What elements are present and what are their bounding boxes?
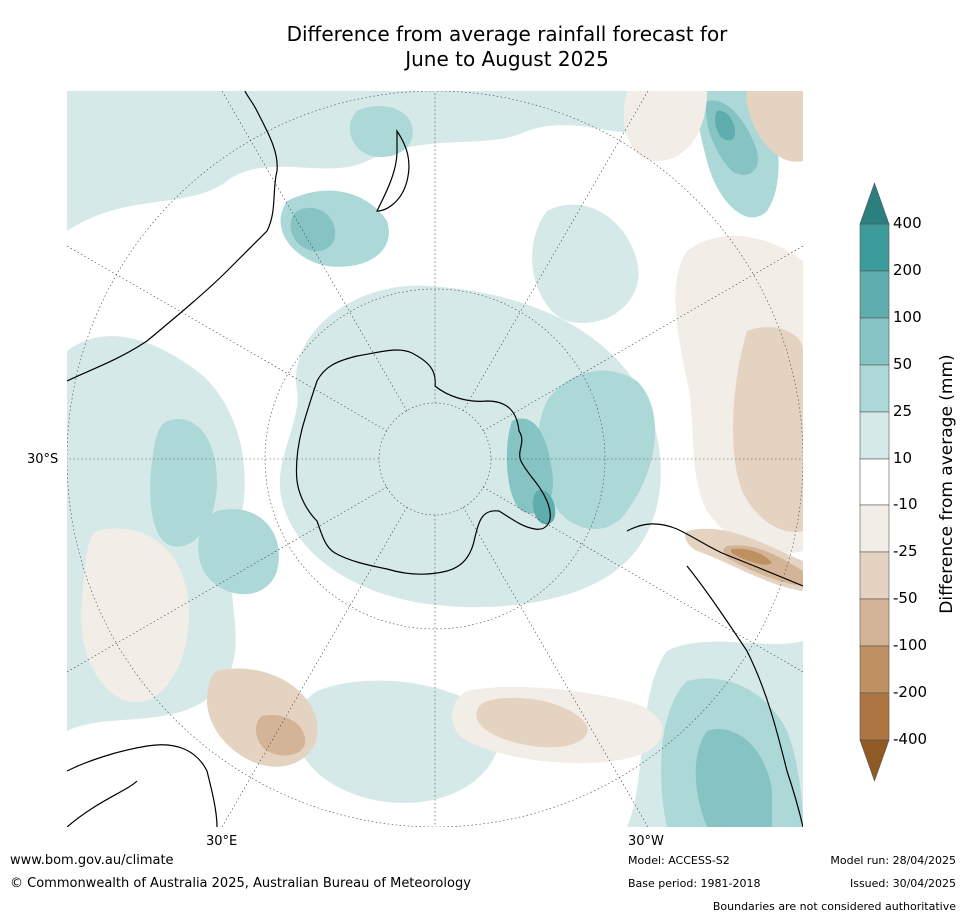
anomaly-region	[476, 697, 588, 748]
footer-disclaimer: Boundaries are not considered authoritat…	[712, 900, 956, 913]
colorbar-tick-label: -100	[893, 636, 928, 654]
anomaly-region	[623, 91, 707, 161]
rainfall-map	[67, 91, 803, 827]
colorbar-band	[859, 598, 890, 647]
colorbar-band	[859, 223, 890, 272]
south-america-outline	[626, 523, 803, 827]
anomaly-region	[198, 509, 279, 595]
anomaly-region	[295, 680, 499, 803]
anomaly-region	[532, 490, 556, 525]
colorbar-band	[859, 317, 890, 366]
colorbar-tick-label: 200	[893, 261, 922, 279]
anomaly-region	[290, 207, 336, 252]
title-line-1: Difference from average rainfall forecas…	[286, 22, 728, 46]
colorbar-band	[859, 458, 890, 506]
colorbar-tick-label: -50	[893, 589, 918, 607]
colorbar-tick-label: -200	[893, 683, 928, 701]
colorbar-swatches	[859, 182, 890, 782]
colorbar-tick-label: -25	[893, 542, 918, 560]
anomaly-region	[532, 204, 639, 323]
colorbar-band	[859, 364, 890, 413]
colorbar-band	[859, 551, 890, 600]
lon-tick-30w: 30°W	[628, 834, 664, 849]
footer-model-run: Model run: 28/04/2025	[830, 854, 956, 867]
colorbar-band	[859, 692, 890, 741]
colorbar-over-arrow	[859, 182, 890, 225]
colorbar-tick-label: -400	[893, 730, 928, 748]
anomaly-region	[714, 110, 735, 141]
lon-tick-30e: 30°E	[206, 834, 238, 849]
anomaly-region	[537, 370, 656, 530]
australia-outline	[67, 91, 278, 382]
colorbar-tick-label: 25	[893, 402, 913, 420]
colorbar-tick-label: 50	[893, 355, 913, 373]
new-zealand-outline	[376, 129, 410, 212]
title-line-2: June to August 2025	[405, 47, 609, 71]
chart-title: Difference from average rainfall forecas…	[0, 22, 965, 72]
colorbar-tick-label: 400	[893, 214, 922, 232]
anomaly-region	[730, 548, 772, 565]
anomaly-region	[695, 729, 772, 827]
lat-tick-30s: 30°S	[27, 452, 59, 467]
graticule	[67, 91, 803, 827]
footer-website: www.bom.gov.au/climate	[10, 853, 174, 868]
footer-base-period: Base period: 1981-2018	[628, 877, 761, 890]
colorbar-under-arrow	[859, 739, 890, 782]
anomaly-region	[255, 715, 306, 756]
anomaly-region	[279, 285, 661, 608]
footer-issued: Issued: 30/04/2025	[849, 877, 956, 890]
colorbar-band	[859, 411, 890, 460]
colorbar-title: Difference from average (mm)	[937, 354, 957, 614]
colorbar-band	[859, 504, 890, 553]
coastlines	[67, 91, 803, 827]
anomaly-region	[746, 91, 803, 162]
anomaly-region	[81, 528, 189, 703]
footer-model: Model: ACCESS-S2	[628, 854, 730, 867]
anomaly-region	[150, 419, 217, 547]
footer-copyright: © Commonwealth of Australia 2025, Austra…	[10, 876, 471, 891]
africa-outline	[67, 744, 218, 827]
anomaly-region	[67, 91, 803, 231]
colorbar-band	[859, 645, 890, 694]
colorbar-band	[859, 270, 890, 319]
colorbar-tick-label: -10	[893, 495, 918, 513]
anomaly-region	[732, 327, 803, 532]
rainfall-anomaly-field	[67, 91, 803, 827]
colorbar-tick-label: 100	[893, 308, 922, 326]
colorbar-tick-label: 10	[893, 449, 913, 467]
